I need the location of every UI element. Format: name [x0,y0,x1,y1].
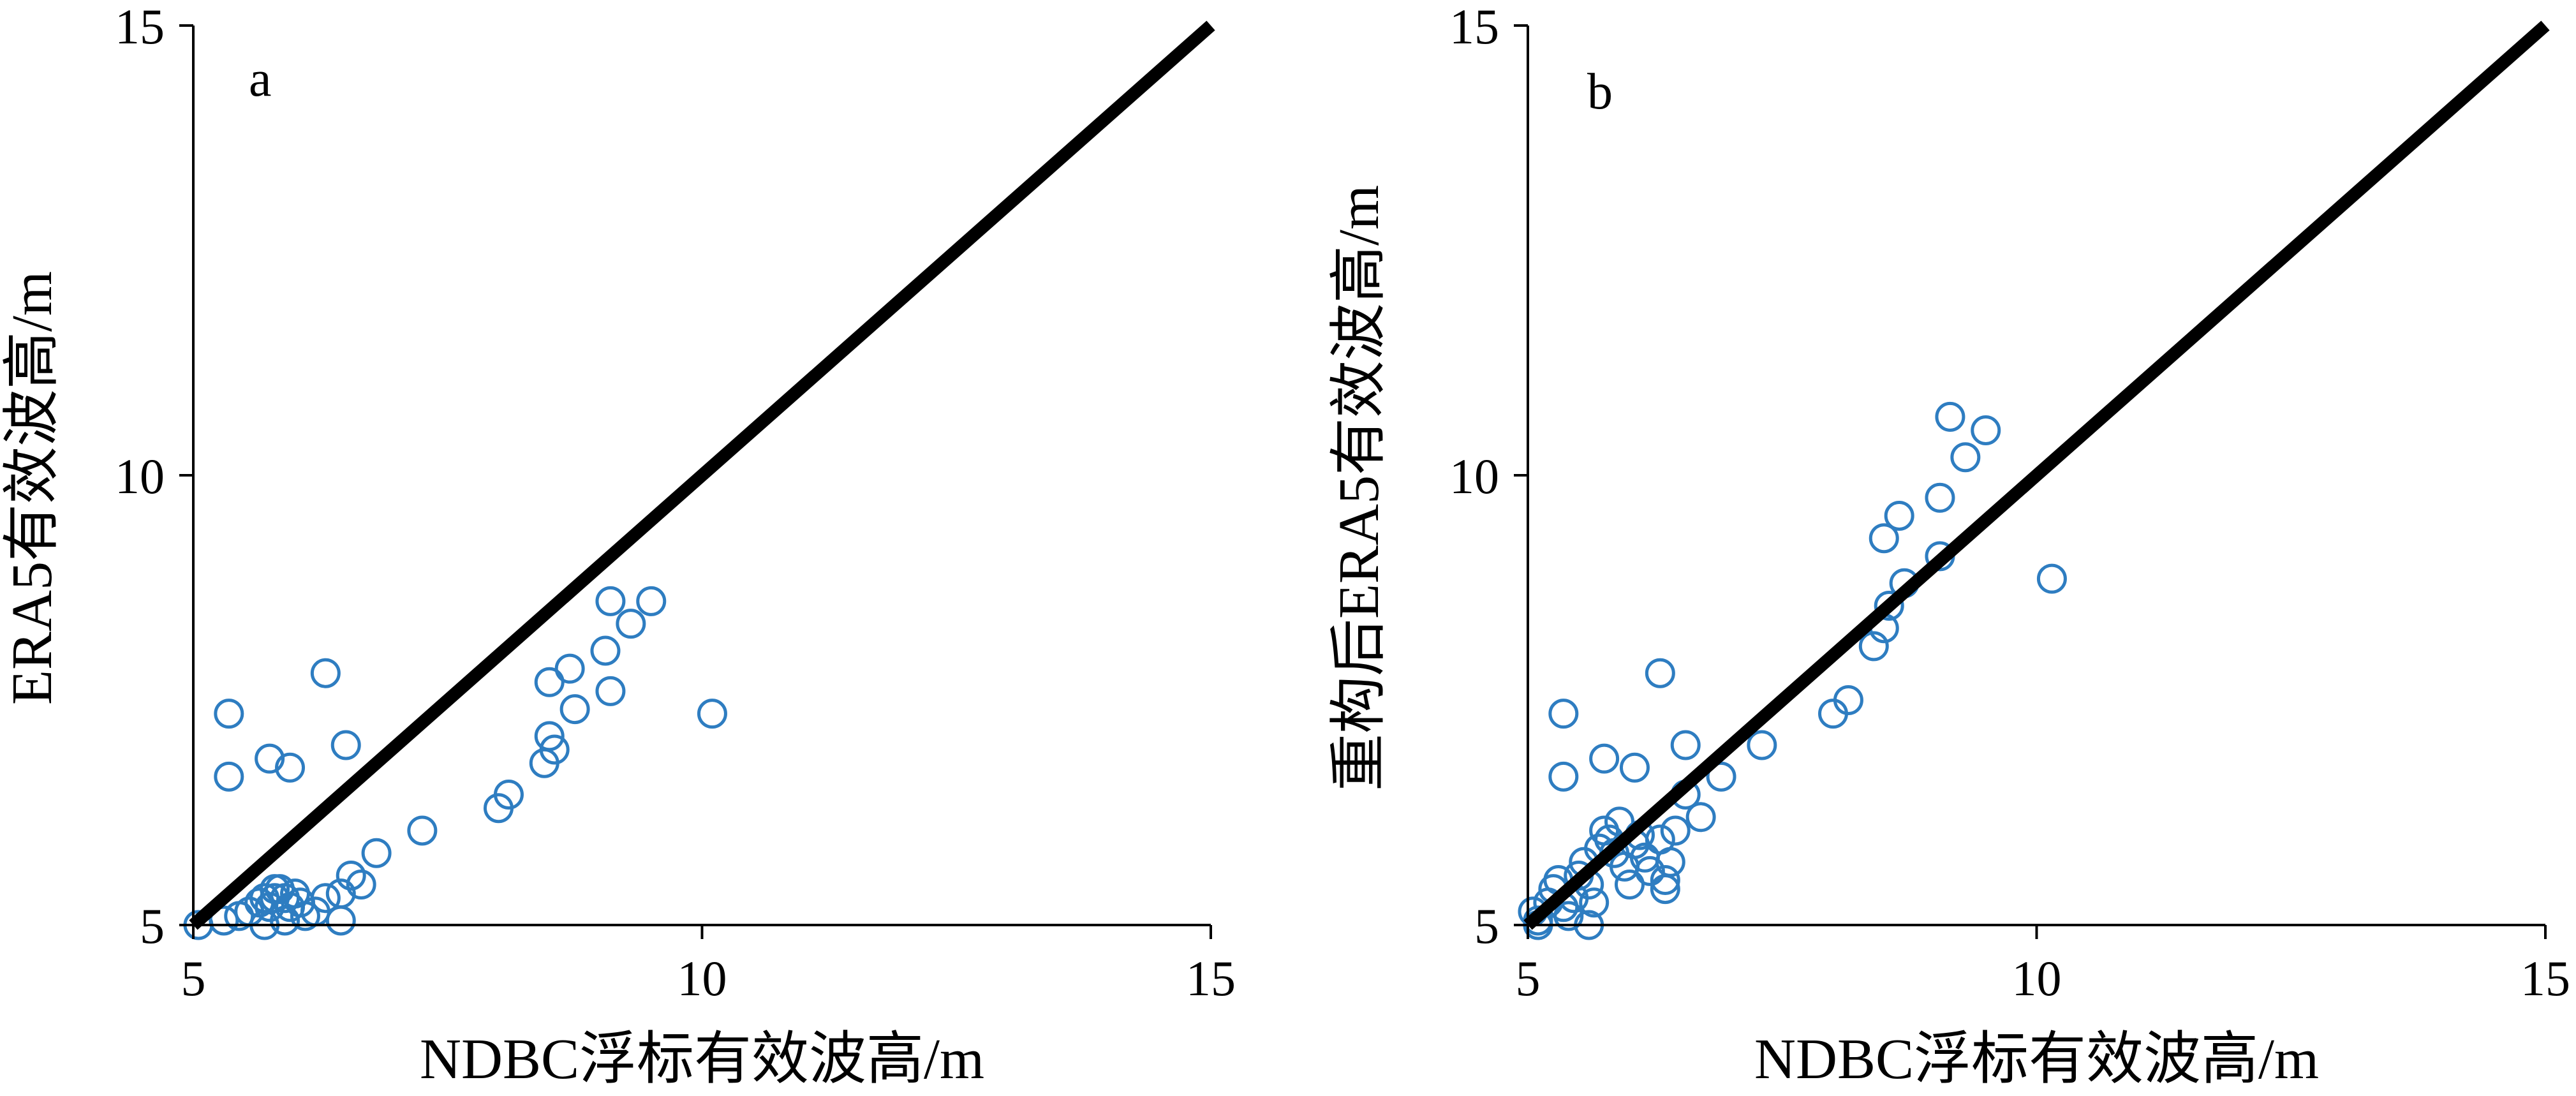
data-point [590,635,621,666]
data-point [346,870,376,900]
x-tick-label: 10 [677,951,727,1006]
data-point [260,874,290,905]
data-point [1706,761,1736,792]
chart-panel-a: 5 10 15 5 10 15 a NDBC浮标有效波高/m ERA5有效波高/m [1,0,1236,1091]
y-tick-label: 10 [115,448,165,504]
data-point [595,676,626,706]
data-point [310,658,341,688]
data-point [616,609,646,639]
data-point [1589,743,1620,774]
data-point [209,905,239,936]
x-axis-title: NDBC浮标有效波高/m [420,1028,984,1091]
data-point [493,780,524,810]
data-point [1925,482,1955,513]
data-point [336,860,366,891]
axis-ticks: 5 10 15 5 10 15 [115,0,1236,1006]
data-point [1548,761,1579,792]
reference-line [1523,20,2550,930]
data-point [325,905,356,936]
y-tick-label: 15 [115,0,165,54]
data-point [1874,590,1904,621]
data-point [554,653,585,684]
data-point [1634,855,1665,886]
data-point [1670,730,1701,760]
x-axis-title: NDBC浮标有效波高/m [1754,1028,2319,1091]
data-point [1650,865,1680,895]
data-point [636,586,667,616]
data-point [1615,870,1645,900]
data-point [534,667,565,697]
data-point [539,734,570,765]
data-point [214,699,244,729]
data-point [275,752,306,783]
data-point [534,721,565,752]
data-point [697,699,727,729]
x-tick-label: 15 [2520,951,2570,1006]
y-axis-title: 重构后ERA5有效波高/m [1328,185,1391,791]
data-point [1884,500,1914,531]
data-point [1869,523,1899,554]
data-point [1619,752,1650,783]
data-point [1747,730,1777,760]
x-tick-label: 5 [181,951,206,1006]
y-tick-label: 5 [1474,898,1499,954]
data-point [1650,874,1680,905]
x-tick-label: 5 [1516,951,1541,1006]
data-point [1660,815,1691,846]
chart-panel-b: 5 10 15 5 10 15 b NDBC浮标有效波高/m 重构后ERA5有效波高/m [1328,0,2570,1091]
panel-label: b [1587,64,1613,120]
data-point [1645,658,1675,688]
data-point [310,883,341,914]
data-point [2036,563,2067,594]
y-axis-title: ERA5有效波高/m [1,271,64,705]
data-point [270,905,300,936]
data-point [255,743,285,774]
x-tick-label: 15 [1186,951,1236,1006]
data-point [1858,631,1889,662]
panel-label: a [249,51,272,107]
data-point [361,838,392,868]
y-tick-label: 10 [1449,448,1499,504]
data-point [1935,401,1965,432]
y-tick-label: 5 [140,898,165,954]
data-point [1950,442,1981,473]
data-point [1971,415,2001,445]
data-point [330,730,361,760]
data-point [1685,802,1716,833]
data-point [1548,699,1579,729]
data-point [1553,901,1584,931]
data-point [407,815,438,846]
axis-ticks: 5 10 15 5 10 15 [1449,0,2570,1006]
data-point [1604,806,1635,837]
x-tick-label: 10 [2012,951,2062,1006]
data-point [214,761,244,792]
data-point [1579,887,1610,918]
data-point [1833,685,1863,715]
y-tick-label: 15 [1449,0,1499,54]
scatter-points [183,586,727,940]
data-point [559,694,590,725]
reference-line [189,20,1215,930]
data-point [595,586,626,616]
